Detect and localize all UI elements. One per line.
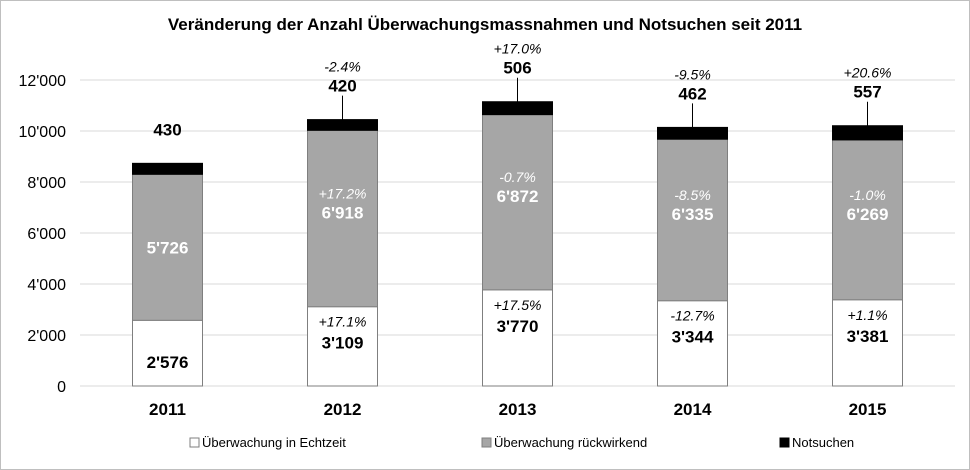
change-label: +17.0% [494, 41, 542, 57]
change-label: +1.1% [847, 307, 887, 323]
realtime-segment [482, 289, 553, 387]
legend-swatch [189, 437, 200, 448]
value-label: 6'872 [497, 187, 539, 206]
value-label: 6'335 [672, 205, 714, 224]
change-label: +17.5% [494, 297, 542, 313]
retroactive-segment [832, 139, 903, 301]
change-label: +17.1% [319, 314, 367, 330]
bars: 2'576 5'726 430 +17.1% 3'109 +17.2% 6'918 420 -2… [132, 41, 903, 387]
x-tick-label: 2011 [149, 400, 186, 419]
value-label: 3'109 [322, 334, 364, 353]
change-label: -2.4% [324, 59, 361, 75]
emergency-search-segment [482, 101, 553, 116]
emergency-search-segment [657, 126, 728, 140]
retroactive-segment [132, 173, 203, 321]
realtime-segment [307, 306, 378, 387]
emergency-search-segment [832, 125, 903, 141]
x-tick-label: 2014 [674, 400, 712, 419]
value-label: 3'770 [497, 317, 539, 336]
value-label: 3'344 [672, 328, 714, 347]
value-label: 557 [853, 83, 881, 102]
value-label: 6'269 [847, 205, 889, 224]
retroactive-segment [307, 129, 378, 308]
realtime-segment [832, 299, 903, 387]
y-tick-label: 2'000 [27, 328, 66, 345]
x-tick-label: 2015 [849, 400, 887, 419]
y-tick-label: 8'000 [27, 175, 66, 192]
change-label: +17.2% [319, 186, 367, 202]
realtime-segment [132, 319, 203, 387]
change-label: -0.7% [499, 169, 536, 185]
value-label: 420 [328, 77, 356, 96]
change-label: -1.0% [849, 187, 886, 203]
change-label: -12.7% [670, 308, 714, 324]
value-label: 3'381 [847, 327, 889, 346]
value-label: 6'918 [322, 204, 364, 223]
legend-swatch [779, 437, 790, 448]
change-label: -9.5% [674, 66, 711, 82]
retroactive-segment [657, 138, 728, 302]
legend-item: Notsuchen [779, 435, 854, 450]
y-tick-label: 0 [57, 379, 66, 396]
y-tick-label: 4'000 [27, 277, 66, 294]
value-label: 430 [153, 120, 181, 139]
legend-swatch [481, 437, 492, 448]
change-label: -8.5% [674, 187, 711, 203]
value-label: 5'726 [147, 238, 189, 257]
x-tick-label: 2012 [324, 400, 362, 419]
legend-label: Überwachung in Echtzeit [202, 435, 346, 450]
emergency-search-segment [307, 119, 378, 131]
value-label: 506 [503, 59, 531, 78]
x-tick-label: 2013 [499, 400, 537, 419]
y-tick-label: 12'000 [18, 73, 66, 90]
value-label: 2'576 [147, 353, 189, 372]
x-axis: 2011 2012 2013 2014 2015 [149, 400, 886, 419]
y-tick-label: 10'000 [18, 124, 66, 141]
legend-label: Überwachung rückwirkend [494, 435, 647, 450]
legend-label: Notsuchen [792, 435, 854, 450]
legend-item: Überwachung in Echtzeit [189, 435, 346, 450]
y-axis: 0 2'000 4'000 6'000 8'000 10'000 12'000 [18, 73, 66, 396]
legend-item: Überwachung rückwirkend [481, 435, 647, 450]
realtime-segment [657, 300, 728, 387]
legend: Überwachung in Echtzeit Überwachung rückw… [189, 435, 854, 450]
chart-title: Veränderung der Anzahl Überwachungsmassn… [168, 15, 802, 34]
change-label: +20.6% [844, 65, 892, 81]
y-tick-label: 6'000 [27, 226, 66, 243]
value-label: 462 [678, 84, 706, 103]
emergency-search-segment [132, 162, 203, 175]
